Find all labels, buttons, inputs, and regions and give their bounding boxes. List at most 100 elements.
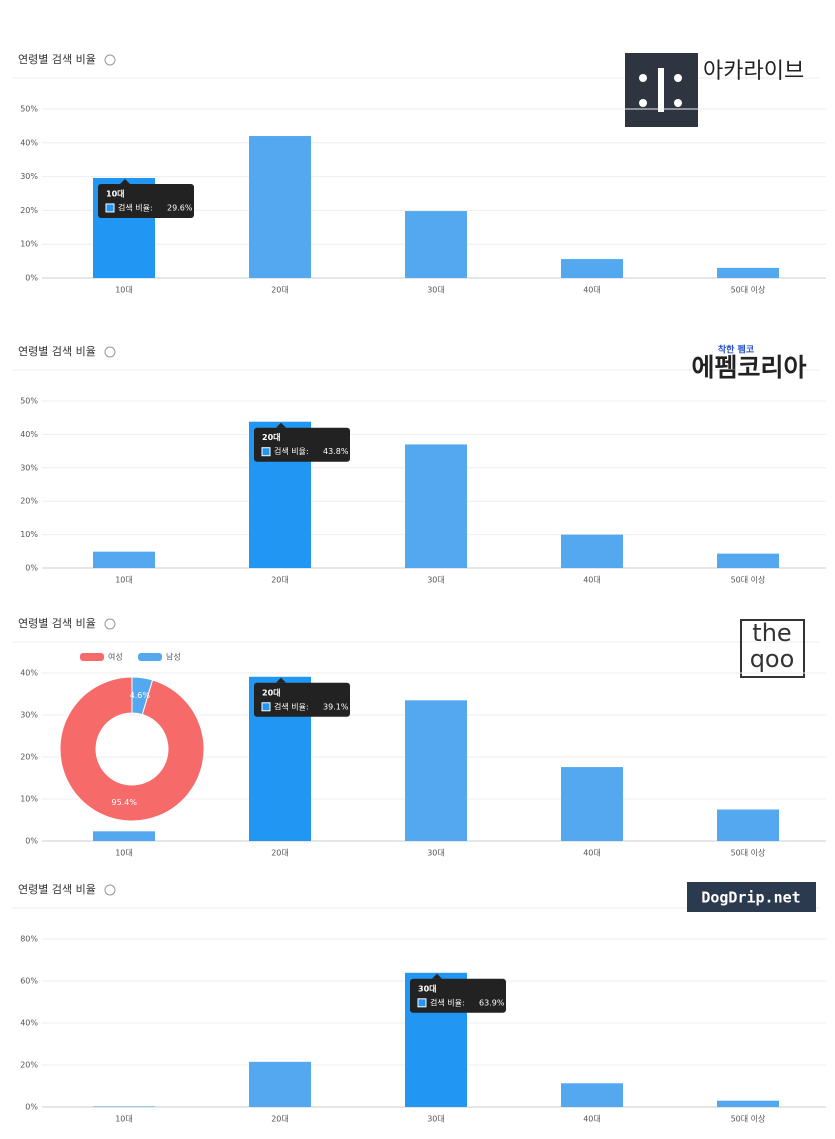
logo-bar	[658, 68, 664, 112]
tooltip-title: 20대	[262, 687, 281, 697]
section-title: 연령별 검색 비율	[18, 883, 96, 896]
y-tick-label: 50%	[20, 105, 38, 114]
x-tick-label: 30대	[427, 576, 445, 585]
y-tick-label: 20%	[20, 206, 38, 215]
x-tick-label: 30대	[427, 286, 445, 295]
tooltip-swatch	[417, 998, 427, 1008]
tooltip-title: 20대	[262, 432, 281, 442]
logo-dot	[674, 99, 682, 107]
logo-text: the	[752, 619, 791, 647]
bar	[561, 767, 623, 841]
tooltip-arrow	[276, 422, 286, 428]
x-tick-label: 40대	[583, 1115, 601, 1124]
y-tick-label: 40%	[20, 669, 38, 678]
logo-dot	[639, 99, 647, 107]
tooltip-value: 43.8%	[323, 447, 349, 456]
logo-dot	[674, 74, 682, 82]
section-title: 연령별 검색 비율	[18, 53, 96, 66]
tooltip-value: 63.9%	[479, 998, 505, 1007]
bar	[717, 553, 779, 568]
pie-slice	[131, 676, 154, 716]
logo-dot	[639, 74, 647, 82]
bar	[717, 1100, 779, 1107]
y-tick-label: 80%	[20, 935, 38, 944]
y-tick-label: 30%	[20, 711, 38, 720]
tooltip-label: 검색 비율:	[274, 701, 309, 711]
y-tick-label: 40%	[20, 430, 38, 439]
bar	[561, 259, 623, 278]
bar	[93, 551, 155, 568]
legend-label: 남성	[166, 653, 181, 662]
tooltip	[98, 183, 194, 218]
x-tick-label: 50대 이상	[731, 848, 766, 858]
x-tick-label: 50대 이상	[731, 1114, 766, 1124]
tooltip-swatch	[105, 203, 115, 213]
legend-swatch	[138, 653, 162, 661]
x-tick-label: 50대 이상	[731, 575, 766, 585]
x-tick-label: 40대	[583, 849, 601, 858]
bar	[405, 444, 467, 568]
slice-label: 4.6%	[130, 691, 151, 700]
slice-label: 95.4%	[112, 798, 138, 807]
tooltip-value: 39.1%	[323, 702, 349, 711]
tooltip-swatch	[261, 702, 271, 712]
bar	[717, 267, 779, 278]
y-tick-label: 10%	[20, 795, 38, 804]
x-tick-label: 50대 이상	[731, 285, 766, 295]
tooltip-label: 검색 비율:	[118, 202, 153, 212]
y-tick-label: 20%	[20, 1061, 38, 1070]
x-tick-label: 10대	[115, 286, 133, 295]
tooltip-arrow	[432, 973, 442, 979]
x-tick-label: 20대	[271, 849, 289, 858]
logo-box	[740, 619, 805, 678]
tooltip-arrow	[120, 178, 130, 184]
legend-swatch	[80, 653, 104, 661]
x-tick-label: 10대	[115, 576, 133, 585]
bar	[249, 136, 311, 278]
section-title: 연령별 검색 비율	[18, 617, 96, 630]
logo-text: 아카라이브	[703, 59, 804, 84]
bar	[93, 831, 155, 841]
y-tick-label: 0%	[25, 1103, 38, 1112]
bar	[561, 1083, 623, 1107]
tooltip-swatch	[261, 447, 271, 457]
bar	[405, 700, 467, 841]
x-tick-label: 20대	[271, 286, 289, 295]
x-tick-label: 10대	[115, 1115, 133, 1124]
y-tick-label: 30%	[20, 172, 38, 181]
y-tick-label: 40%	[20, 1019, 38, 1028]
legend-label: 여성	[108, 652, 123, 662]
tooltip	[254, 682, 350, 717]
logo-text: DogDrip.net	[701, 889, 800, 907]
x-tick-label: 10대	[115, 849, 133, 858]
y-tick-label: 60%	[20, 977, 38, 986]
y-tick-label: 50%	[20, 397, 38, 406]
tooltip-title: 10대	[106, 188, 125, 198]
bar	[717, 809, 779, 841]
y-tick-label: 20%	[20, 753, 38, 762]
logo-subtext: 착한 펨코	[718, 344, 754, 356]
logo-text: 에펨코리아	[691, 353, 806, 382]
x-tick-label: 20대	[271, 576, 289, 585]
x-tick-label: 40대	[583, 286, 601, 295]
help-icon	[104, 884, 116, 896]
bar	[405, 211, 467, 278]
tooltip-label: 검색 비율:	[430, 997, 465, 1007]
x-tick-label: 20대	[271, 1115, 289, 1124]
tooltip-title: 30대	[418, 983, 437, 993]
bar	[93, 1106, 155, 1107]
y-tick-label: 40%	[20, 138, 38, 147]
bar	[249, 1061, 311, 1107]
y-tick-label: 0%	[25, 837, 38, 846]
logo-text: qoo	[750, 645, 795, 673]
tooltip-arrow	[276, 677, 286, 683]
help-icon	[104, 618, 116, 630]
x-tick-label: 40대	[583, 576, 601, 585]
tooltip-value: 29.6%	[167, 203, 193, 212]
y-tick-label: 0%	[25, 564, 38, 573]
logo-box	[687, 882, 816, 912]
help-icon	[104, 346, 116, 358]
bar	[561, 534, 623, 568]
tooltip	[410, 978, 506, 1013]
